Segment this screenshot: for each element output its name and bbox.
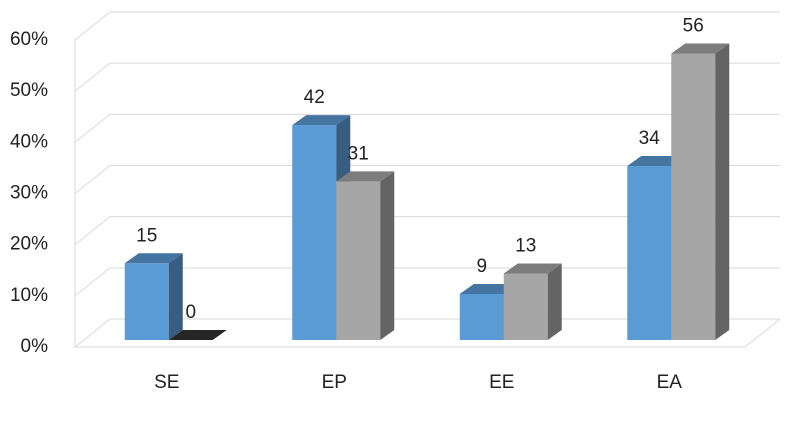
bar <box>503 263 562 340</box>
bar-top <box>459 283 518 294</box>
bar-side <box>715 43 730 340</box>
data-label: 15 <box>136 225 157 246</box>
data-label: 42 <box>304 87 325 108</box>
data-label: 56 <box>683 15 704 36</box>
bar <box>336 171 395 340</box>
bar <box>671 43 730 340</box>
bar <box>168 330 227 340</box>
y-tick-label: 20% <box>10 234 48 255</box>
bar-side <box>380 171 395 340</box>
x-tick-label: EP <box>322 372 347 393</box>
bar-front <box>627 166 672 340</box>
bar-top <box>671 43 730 54</box>
grid-line <box>74 113 780 143</box>
y-tick-label: 40% <box>10 131 48 152</box>
y-tick-label: 10% <box>10 285 48 306</box>
bar-top <box>627 156 686 167</box>
bar-top <box>292 115 351 126</box>
bar-front <box>459 293 504 340</box>
y-tick-label: 30% <box>10 183 48 204</box>
bar-front <box>671 53 716 340</box>
data-label: 13 <box>515 235 536 256</box>
grid-line <box>74 165 780 194</box>
data-label: 0 <box>185 302 196 323</box>
x-tick-label: EA <box>657 372 683 393</box>
grid-line <box>74 62 780 92</box>
bar-top <box>336 171 395 182</box>
grid-line <box>74 216 780 246</box>
bar-side <box>168 253 183 340</box>
data-label: 31 <box>348 143 369 164</box>
data-label: 9 <box>476 256 487 277</box>
bar <box>124 253 183 340</box>
grid-line <box>74 11 780 41</box>
data-label: 34 <box>639 128 661 149</box>
bar-side <box>547 263 562 340</box>
bar-front <box>503 273 548 340</box>
bar-top <box>168 330 227 340</box>
bar-front <box>124 263 169 340</box>
bar-front <box>336 181 381 340</box>
bar-top <box>124 253 183 264</box>
y-tick-label: 0% <box>21 336 49 357</box>
bar-front <box>292 125 337 340</box>
floor-edge <box>75 318 781 348</box>
x-tick-label: EE <box>489 372 514 393</box>
y-tick-label: 60% <box>10 29 48 50</box>
bar-top <box>503 263 562 274</box>
x-tick-label: SE <box>154 372 179 393</box>
y-tick-label: 50% <box>10 80 48 101</box>
